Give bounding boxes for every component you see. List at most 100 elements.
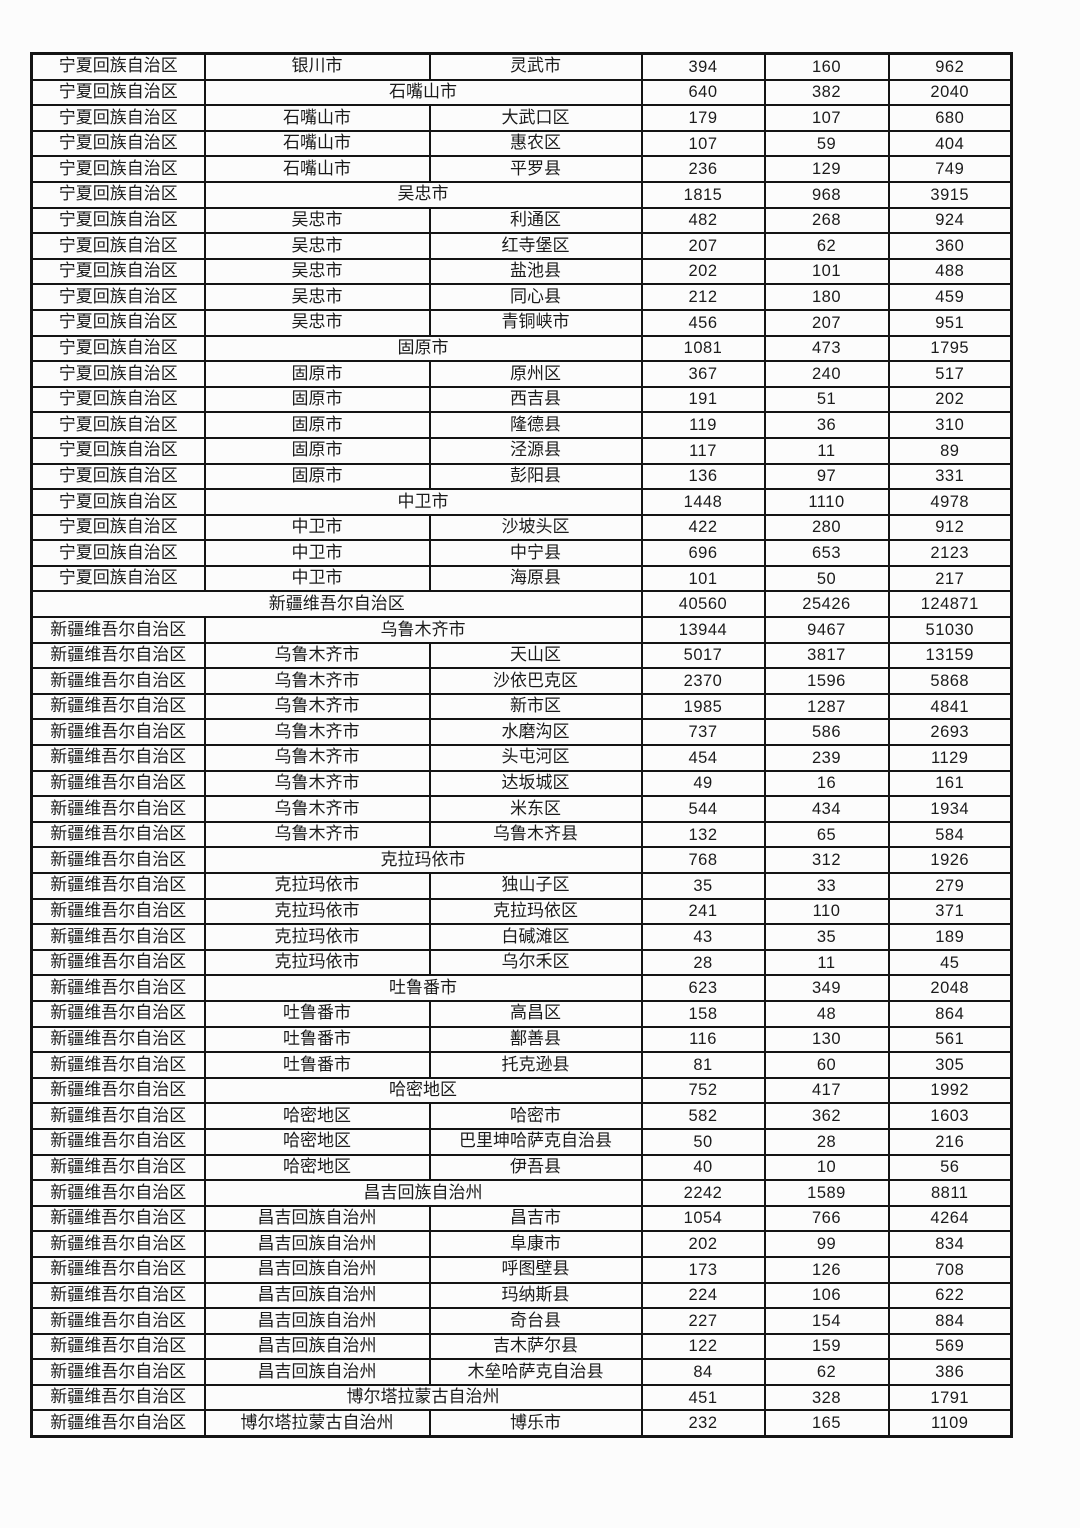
city-total-cell: 吴忠市	[203, 180, 643, 209]
value-cell: 207	[640, 232, 766, 260]
city-total-cell: 固原市	[203, 334, 643, 363]
district-cell: 新市区	[428, 692, 643, 721]
value-cell: 202	[640, 257, 766, 286]
city-cell: 中卫市	[203, 513, 431, 542]
value-cell: 962	[887, 52, 1013, 81]
value-cell: 924	[887, 206, 1013, 235]
value-cell: 768	[640, 846, 766, 874]
table-row: 新疆维吾尔自治区 克拉玛依市 白碱滩区 43 35 189	[30, 923, 1013, 951]
table-row: 宁夏回族自治区 石嘴山市 惠农区 107 59 404	[30, 129, 1013, 158]
value-cell: 89	[887, 436, 1013, 465]
value-cell: 268	[763, 206, 890, 235]
value-cell: 2370	[640, 667, 766, 695]
value-cell: 1815	[640, 180, 766, 209]
province-cell: 宁夏回族自治区	[30, 411, 206, 439]
value-cell: 331	[887, 462, 1013, 491]
district-cell: 平罗县	[428, 155, 643, 183]
value-cell: 582	[640, 1102, 766, 1130]
city-cell: 石嘴山市	[203, 155, 431, 183]
table-row: 宁夏回族自治区 吴忠市 利通区 482 268 924	[30, 206, 1013, 235]
province-cell: 宁夏回族自治区	[30, 180, 206, 209]
value-cell: 8811	[887, 1179, 1013, 1207]
table-row: 新疆维吾尔自治区 博尔塔拉蒙古自治州 451 328 1791	[30, 1383, 1013, 1412]
city-cell: 昌吉回族自治州	[203, 1281, 431, 1310]
value-cell: 454	[640, 744, 766, 772]
value-cell: 40560	[640, 590, 766, 619]
district-cell: 盐池县	[428, 257, 643, 286]
district-cell: 乌尔禾区	[428, 948, 643, 977]
city-total-cell: 乌鲁木齐市	[203, 616, 643, 644]
province-cell: 新疆维吾尔自治区	[30, 1332, 206, 1361]
province-cell: 宁夏回族自治区	[30, 104, 206, 132]
table-row: 新疆维吾尔自治区 博尔塔拉蒙古自治州 博乐市 232 165 1109	[30, 1409, 1013, 1438]
value-cell: 544	[640, 795, 766, 823]
province-cell: 宁夏回族自治区	[30, 257, 206, 286]
district-cell: 博乐市	[428, 1409, 643, 1438]
city-cell: 固原市	[203, 436, 431, 465]
value-cell: 161	[887, 769, 1013, 798]
table-row: 新疆维吾尔自治区 昌吉回族自治州 木垒哈萨克自治县 84 62 386	[30, 1358, 1013, 1386]
province-cell: 新疆维吾尔自治区	[30, 1051, 206, 1079]
value-cell: 766	[763, 1204, 890, 1233]
table-row: 新疆维吾尔自治区 乌鲁木齐市 乌鲁木齐县 132 65 584	[30, 820, 1013, 849]
value-cell: 13944	[640, 616, 766, 644]
district-cell: 奇台县	[428, 1307, 643, 1335]
value-cell: 371	[887, 897, 1013, 926]
value-cell: 207	[763, 308, 890, 337]
city-cell: 克拉玛依市	[203, 897, 431, 926]
value-cell: 51030	[887, 616, 1013, 644]
city-cell: 吴忠市	[203, 308, 431, 337]
table-row: 宁夏回族自治区 中卫市 沙坡头区 422 280 912	[30, 513, 1013, 542]
value-cell: 28	[763, 1127, 890, 1156]
city-cell: 哈密地区	[203, 1153, 431, 1182]
city-cell: 乌鲁木齐市	[203, 641, 431, 670]
table-row: 宁夏回族自治区 固原市 西吉县 191 51 202	[30, 385, 1013, 414]
table-row: 新疆维吾尔自治区 克拉玛依市 乌尔禾区 28 11 45	[30, 948, 1013, 977]
value-cell: 97	[763, 462, 890, 491]
table-row: 新疆维吾尔自治区 吐鲁番市 高昌区 158 48 864	[30, 999, 1013, 1028]
district-cell: 达坂城区	[428, 769, 643, 798]
city-cell: 乌鲁木齐市	[203, 820, 431, 849]
city-cell: 固原市	[203, 411, 431, 439]
value-cell: 569	[887, 1332, 1013, 1361]
value-cell: 1992	[887, 1076, 1013, 1105]
district-cell: 青铜峡市	[428, 308, 643, 337]
province-cell: 新疆维吾尔自治区	[30, 1230, 206, 1258]
district-cell: 水磨沟区	[428, 718, 643, 747]
value-cell: 1054	[640, 1204, 766, 1233]
table-row: 新疆维吾尔自治区 40560 25426 124871	[30, 590, 1013, 619]
table-row: 新疆维吾尔自治区 乌鲁木齐市 水磨沟区 737 586 2693	[30, 718, 1013, 747]
value-cell: 653	[763, 539, 890, 567]
province-cell: 新疆维吾尔自治区	[30, 1358, 206, 1386]
province-cell: 新疆维吾尔自治区	[30, 641, 206, 670]
value-cell: 482	[640, 206, 766, 235]
value-cell: 459	[887, 283, 1013, 311]
district-cell: 沙坡头区	[428, 513, 643, 542]
province-cell: 新疆维吾尔自治区	[30, 1409, 206, 1438]
city-cell: 昌吉回族自治州	[203, 1358, 431, 1386]
table-row: 宁夏回族自治区 吴忠市 1815 968 3915	[30, 180, 1013, 209]
province-cell: 新疆维吾尔自治区	[30, 1127, 206, 1156]
value-cell: 110	[763, 897, 890, 926]
table-row: 宁夏回族自治区 固原市 1081 473 1795	[30, 334, 1013, 363]
table-row: 新疆维吾尔自治区 克拉玛依市 768 312 1926	[30, 846, 1013, 874]
table-row: 新疆维吾尔自治区 昌吉回族自治州 昌吉市 1054 766 4264	[30, 1204, 1013, 1233]
city-cell: 哈密地区	[203, 1102, 431, 1130]
value-cell: 1795	[887, 334, 1013, 363]
province-cell: 宁夏回族自治区	[30, 129, 206, 158]
district-cell: 高昌区	[428, 999, 643, 1028]
district-cell: 米东区	[428, 795, 643, 823]
value-cell: 1129	[887, 744, 1013, 772]
value-cell: 360	[887, 232, 1013, 260]
value-cell: 50	[763, 564, 890, 593]
table-row: 宁夏回族自治区 固原市 隆德县 119 36 310	[30, 411, 1013, 439]
province-cell: 宁夏回族自治区	[30, 513, 206, 542]
province-cell: 宁夏回族自治区	[30, 436, 206, 465]
value-cell: 1110	[763, 488, 890, 516]
city-total-cell: 哈密地区	[203, 1076, 643, 1105]
table-row: 新疆维吾尔自治区 哈密地区 伊吾县 40 10 56	[30, 1153, 1013, 1182]
city-cell: 吴忠市	[203, 257, 431, 286]
value-cell: 81	[640, 1051, 766, 1079]
value-cell: 4841	[887, 692, 1013, 721]
value-cell: 1934	[887, 795, 1013, 823]
